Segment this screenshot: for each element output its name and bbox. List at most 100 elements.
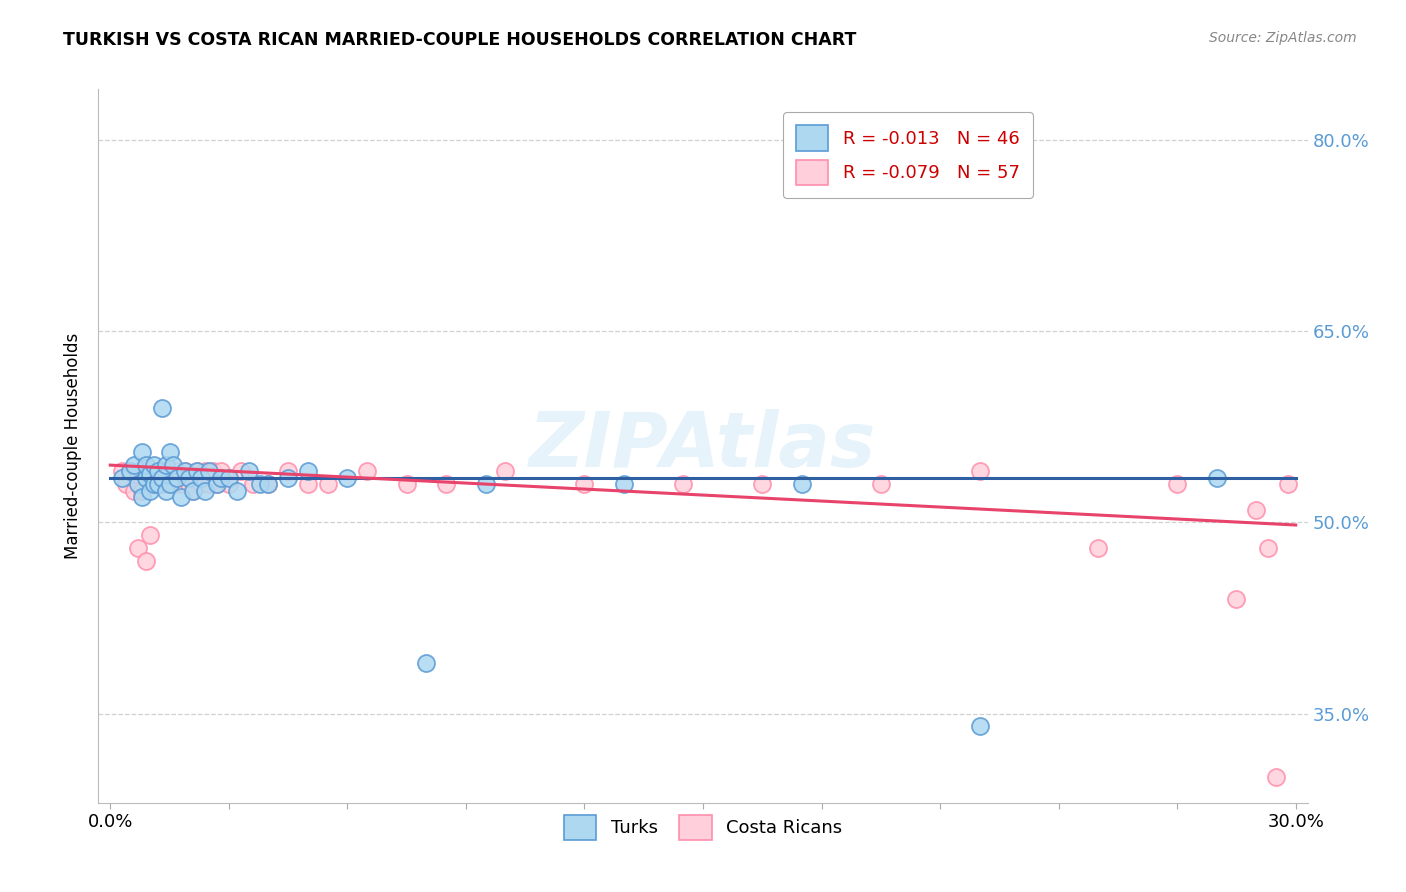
Point [155,483,177,498]
Y-axis label: Married-couple Households: Married-couple Households [65,333,83,559]
Point [229,465,252,479]
Point [155,465,177,479]
Point [179,471,201,485]
Point [249,477,271,491]
Point [225,483,247,498]
Point [142,458,165,472]
Point [139,477,162,491]
Text: ZIPAtlas: ZIPAtlas [529,409,877,483]
Point [150,477,173,491]
Point [190,477,212,491]
Point [159,465,181,479]
Point [150,471,173,485]
Point [1087,541,1109,555]
Point [1244,502,1267,516]
Point [336,471,359,485]
Point [242,477,264,491]
Point [297,477,319,491]
Point [218,471,240,485]
Point [131,465,153,479]
Point [969,465,991,479]
Point [790,477,813,491]
Point [127,477,149,491]
Point [574,477,596,491]
Point [415,656,437,670]
Point [316,477,339,491]
Point [209,471,232,485]
Point [198,465,221,479]
Point [139,483,162,498]
Point [170,490,193,504]
Point [131,445,153,459]
Point [613,477,636,491]
Point [139,467,162,481]
Point [869,477,891,491]
Point [146,477,169,491]
Point [181,483,204,498]
Point [170,477,193,491]
Point [111,465,134,479]
Point [131,483,153,498]
Point [238,465,260,479]
Point [181,483,204,498]
Point [142,465,165,479]
Point [277,471,299,485]
Point [186,465,208,479]
Point [127,465,149,479]
Point [672,477,695,491]
Point [155,458,177,472]
Point [166,471,188,485]
Point [277,465,299,479]
Point [159,477,181,491]
Point [146,477,169,491]
Point [194,483,217,498]
Point [127,541,149,555]
Point [122,458,145,472]
Point [434,477,457,491]
Point [179,477,201,491]
Point [139,528,162,542]
Point [162,477,184,491]
Point [159,445,181,459]
Point [194,465,217,479]
Point [1277,477,1299,491]
Point [356,465,378,479]
Point [205,477,228,491]
Legend: Turks, Costa Ricans: Turks, Costa Ricans [557,807,849,847]
Point [155,477,177,491]
Point [186,465,208,479]
Point [118,465,141,479]
Point [135,471,157,485]
Point [1265,770,1288,784]
Text: TURKISH VS COSTA RICAN MARRIED-COUPLE HOUSEHOLDS CORRELATION CHART: TURKISH VS COSTA RICAN MARRIED-COUPLE HO… [63,31,856,49]
Point [1225,591,1247,606]
Point [115,477,138,491]
Point [118,465,141,479]
Point [162,458,184,472]
Point [257,477,280,491]
Point [174,465,197,479]
Point [474,477,496,491]
Point [166,465,188,479]
Point [190,471,212,485]
Point [150,401,173,415]
Point [111,471,134,485]
Point [131,490,153,504]
Point [494,465,516,479]
Point [751,477,773,491]
Point [174,465,197,479]
Point [205,477,228,491]
Point [1205,471,1227,485]
Point [142,477,165,491]
Point [395,477,418,491]
Text: Source: ZipAtlas.com: Source: ZipAtlas.com [1209,31,1357,45]
Point [146,465,169,479]
Point [142,477,165,491]
Point [1257,541,1279,555]
Point [1166,477,1188,491]
Point [135,458,157,472]
Point [202,465,225,479]
Point [135,471,157,485]
Point [969,719,991,733]
Point [209,465,232,479]
